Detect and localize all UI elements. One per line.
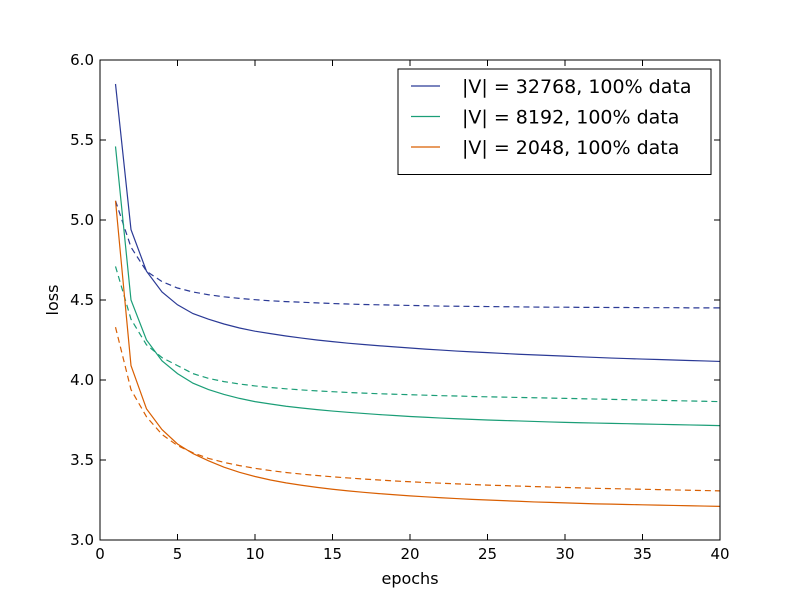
series-line-5: [114, 327, 721, 492]
y-tick-label: 3.0: [70, 531, 94, 549]
legend: |V| = 32768, 100% data |V| = 8192, 100% d…: [397, 68, 712, 175]
legend-label: |V| = 2048, 100% data: [462, 137, 679, 159]
y-axis-label: loss: [43, 285, 62, 316]
y-tick-label: 6.0: [70, 51, 94, 69]
x-tick-label: 25: [478, 545, 497, 563]
y-tick-label: 3.5: [70, 451, 94, 469]
y-tick-label: 5.5: [70, 131, 94, 149]
ticks-layer: 0 5 10 15 20 25 30 35 40 3.0 3.5 4.0 4.5 5.0 5.5 6.0: [70, 51, 729, 563]
series-line-4: [114, 200, 721, 507]
x-tick-label: 0: [95, 545, 105, 563]
x-axis-label: epochs: [381, 569, 438, 588]
x-tick-label: 20: [400, 545, 419, 563]
series-line-0: [114, 83, 721, 363]
legend-box: [397, 68, 712, 175]
x-tick-label: 5: [173, 545, 183, 563]
x-tick-label: 30: [555, 545, 574, 563]
y-tick-label: 4.0: [70, 371, 94, 389]
x-tick-label: 35: [633, 545, 652, 563]
x-tick-label: 15: [323, 545, 342, 563]
x-tick-label: 40: [710, 545, 729, 563]
legend-label: |V| = 8192, 100% data: [462, 107, 679, 129]
x-tick-label: 10: [245, 545, 264, 563]
y-tick-label: 4.5: [70, 291, 94, 309]
series-layer: [114, 83, 721, 507]
series-line-1: [114, 200, 720, 309]
series-line-2: [114, 146, 721, 427]
y-tick-label: 5.0: [70, 211, 94, 229]
legend-label: |V| = 32768, 100% data: [462, 76, 691, 98]
series-line-3: [114, 266, 721, 403]
